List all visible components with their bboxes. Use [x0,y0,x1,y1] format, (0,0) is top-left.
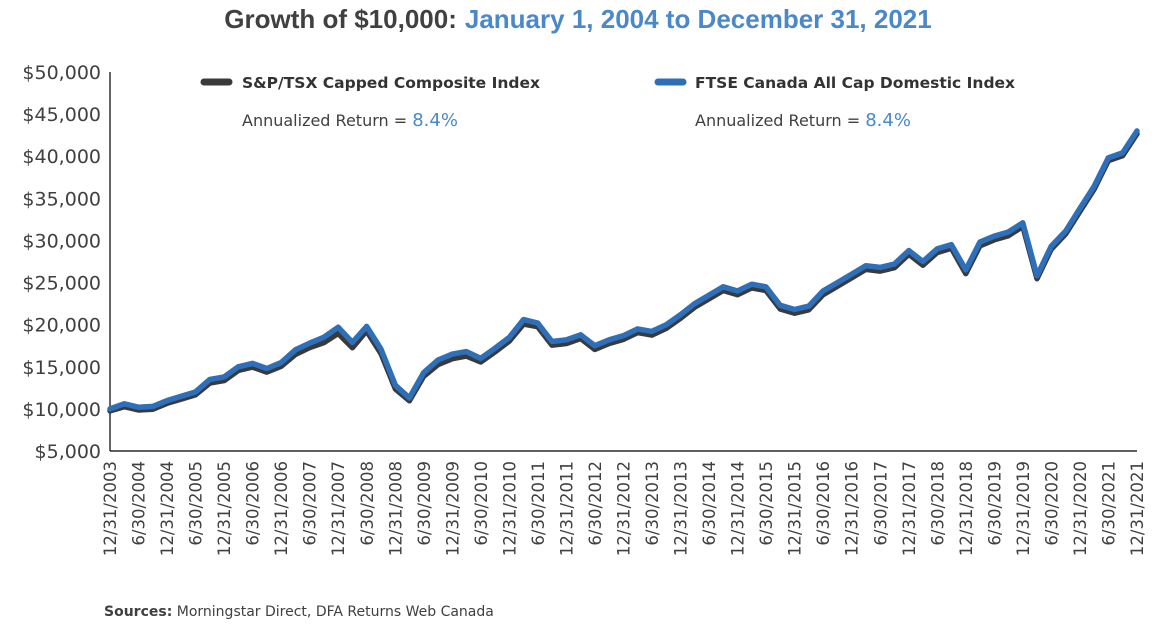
series-lines [107,128,1140,414]
x-tick-label: 6/30/2018 [928,461,947,546]
x-tick-label: 6/30/2004 [130,461,149,546]
y-tick-label: $35,000 [22,188,101,210]
x-tick-label: 12/31/2008 [386,461,405,556]
x-tick-label: 12/31/2010 [500,461,519,556]
y-tick-label: $30,000 [22,230,101,252]
series-line-tsx [107,131,1140,414]
x-tick-label: 6/30/2009 [415,461,434,546]
x-tick-label: 6/30/2011 [529,461,548,546]
sources-note: Sources: Morningstar Direct, DFA Returns… [104,604,494,620]
x-tick-label: 12/31/2007 [329,461,348,556]
x-tick-label: 6/30/2019 [985,461,1004,546]
x-tick-label: 12/31/2013 [672,461,691,556]
x-tick-label: 12/31/2005 [215,461,234,556]
x-tick-label: 6/30/2012 [586,461,605,546]
legend: S&P/TSX Capped Composite Index Annualize… [200,74,1015,131]
y-tick-label: $45,000 [22,104,101,126]
x-tick-label: 12/31/2014 [729,461,748,556]
x-tick-label: 6/30/2016 [814,461,833,546]
x-tick-label: 12/31/2012 [615,461,634,556]
x-tick-label: 12/31/2003 [101,461,120,556]
x-tick-label: 12/31/2009 [443,461,462,556]
x-axis-labels: 12/31/2003 6/30/2004 12/31/2004 6/30/2005 12… [101,461,1147,556]
legend-item-tsx: S&P/TSX Capped Composite Index Annualize… [200,74,540,131]
legend-label-tsx: S&P/TSX Capped Composite Index [242,74,540,92]
x-tick-label: 6/30/2017 [871,461,890,546]
x-tick-label: 6/30/2005 [187,461,206,546]
y-tick-label: $40,000 [22,146,101,168]
x-tick-label: 12/31/2018 [957,461,976,556]
title-main: Growth of $10,000: [224,4,457,34]
y-tick-label: $25,000 [22,273,101,295]
y-tick-label: $10,000 [22,399,101,421]
x-tick-label: 6/30/2014 [700,461,719,546]
annualized-return-ftse: Annualized Return = 8.4% [695,110,911,131]
series-line-ftse [107,128,1140,412]
sources-text: Morningstar Direct, DFA Returns Web Cana… [172,604,494,620]
chart-title: Growth of $10,000: January 1, 2004 to Dec… [224,4,931,34]
x-tick-label: 12/31/2006 [272,461,291,556]
x-tick-label: 12/31/2016 [843,461,862,556]
x-tick-label: 12/31/2011 [557,461,576,556]
x-tick-label: 12/31/2017 [900,461,919,556]
x-tick-label: 12/31/2020 [1071,461,1090,556]
x-tick-label: 6/30/2021 [1099,461,1118,546]
legend-label-ftse: FTSE Canada All Cap Domestic Index [695,74,1015,92]
y-axis-labels: $5,000 $10,000 $15,000 $20,000 $25,000 $30,00… [22,62,101,463]
annualized-label: Annualized Return = [695,111,865,130]
x-tick-label: 6/30/2015 [757,461,776,546]
title-date-range: January 1, 2004 to December 31, 2021 [465,4,932,34]
x-tick-label: 12/31/2004 [158,461,177,556]
x-tick-label: 6/30/2020 [1042,461,1061,546]
annualized-value: 8.4% [412,110,458,131]
y-tick-label: $15,000 [22,357,101,379]
legend-item-ftse: FTSE Canada All Cap Domestic Index Annua… [654,74,1015,131]
x-tick-label: 6/30/2006 [244,461,263,546]
y-tick-label: $50,000 [22,62,101,84]
x-tick-label: 6/30/2008 [358,461,377,546]
y-tick-label: $20,000 [22,315,101,337]
x-tick-label: 6/30/2010 [472,461,491,546]
y-tick-label: $5,000 [35,441,101,463]
x-tick-label: 12/31/2015 [786,461,805,556]
x-tick-label: 6/30/2013 [643,461,662,546]
annualized-value: 8.4% [865,110,911,131]
sources-label: Sources: [104,604,172,620]
annualized-label: Annualized Return = [242,111,412,130]
annualized-return-tsx: Annualized Return = 8.4% [242,110,458,131]
x-tick-label: 6/30/2007 [301,461,320,546]
x-tick-label: 12/31/2019 [1014,461,1033,556]
x-tick-label: 12/31/2021 [1128,461,1147,556]
